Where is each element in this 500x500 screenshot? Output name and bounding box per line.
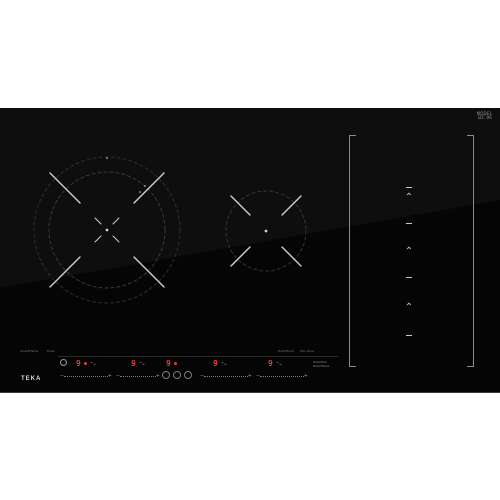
zone-control-3[interactable]: 9 (166, 359, 177, 368)
feature-label: Induction (313, 360, 327, 364)
slider-track (64, 375, 108, 377)
control-label: SmartFlame (20, 349, 39, 353)
power-level-display: 9 (166, 358, 171, 368)
badge-line: MODEL (476, 111, 492, 116)
pause-key[interactable] (184, 371, 192, 379)
zone-icon: ⌃⌣ (275, 361, 282, 366)
flex-marker (406, 223, 412, 224)
slider-track (204, 375, 248, 377)
model-badge: MODEL IZC 96 (477, 112, 492, 120)
active-dot (173, 362, 177, 365)
touch-control-panel: SmartFlame Timer Hob2Hood Flex zone 9 ⌃⌣… (0, 342, 340, 393)
power-slider-3[interactable]: − + (200, 373, 252, 379)
center-keys (162, 371, 192, 379)
minus-icon: − (200, 372, 205, 379)
feature-label: DirectSens (313, 364, 330, 368)
power-level-display: 9 (213, 358, 218, 368)
zone-control-1[interactable]: 9 ⌃⌣ (76, 359, 96, 368)
power-slider-1[interactable]: − + (60, 373, 112, 379)
plus-icon: + (155, 372, 160, 379)
frame-edge (0, 392, 500, 393)
slider-track (260, 375, 304, 377)
flex-zone-bracket-right (467, 135, 474, 367)
control-label: Timer (46, 349, 55, 353)
flex-zone: ⌃ ⌃ ⌃ (349, 135, 474, 367)
zone-control-5[interactable]: 9 ⌃⌣ (268, 359, 282, 368)
zone-icon: ⌃⌣ (89, 361, 96, 366)
flex-marker (406, 277, 412, 278)
zone-icon: ⌃⌣ (220, 361, 227, 366)
badge-line: IZC 96 (477, 115, 492, 120)
power-level-display: 9 (268, 358, 273, 368)
control-labels-right: Hob2Hood Flex zone (278, 349, 314, 353)
control-label: Hob2Hood (278, 349, 294, 353)
power-icon[interactable] (60, 359, 67, 366)
chevron-up-icon: ⌃ (404, 192, 414, 203)
flex-zone-bracket-left (349, 135, 356, 367)
plus-icon: + (303, 372, 308, 379)
plus-icon: + (247, 372, 252, 379)
power-slider-2[interactable]: − + (116, 373, 160, 379)
timer-key[interactable] (162, 371, 170, 379)
cooking-zones (33, 156, 307, 304)
chevron-up-icon: ⌃ (404, 302, 414, 313)
minus-icon: − (256, 372, 261, 379)
flex-marker (406, 187, 412, 188)
chevron-up-icon: ⌃ (404, 246, 414, 257)
power-slider-4[interactable]: − + (256, 373, 308, 379)
zone-control-2[interactable]: 9 ⌃⌣ (131, 359, 145, 368)
active-dot (83, 362, 87, 365)
feature-info: Induction DirectSens (313, 360, 329, 368)
zone-control-4[interactable]: 9 ⌃⌣ (213, 359, 227, 368)
plus-icon: + (107, 372, 112, 379)
minus-icon: − (116, 372, 121, 379)
control-labels-left: SmartFlame Timer (20, 349, 55, 353)
flex-marker (406, 335, 412, 336)
power-level-display: 9 (76, 358, 81, 368)
lock-key[interactable] (173, 371, 181, 379)
cooking-zone-large (33, 156, 181, 304)
induction-cooktop: MODEL IZC 96 (0, 108, 500, 393)
power-level-display: 9 (131, 358, 136, 368)
slider-track (120, 375, 156, 377)
control-label: Flex zone (299, 349, 314, 353)
brand-logo: TEKA (21, 376, 42, 382)
divider (58, 356, 338, 357)
cooking-zone-medium (225, 190, 307, 272)
minus-icon: − (60, 372, 65, 379)
zone-icon: ⌃⌣ (138, 361, 145, 366)
